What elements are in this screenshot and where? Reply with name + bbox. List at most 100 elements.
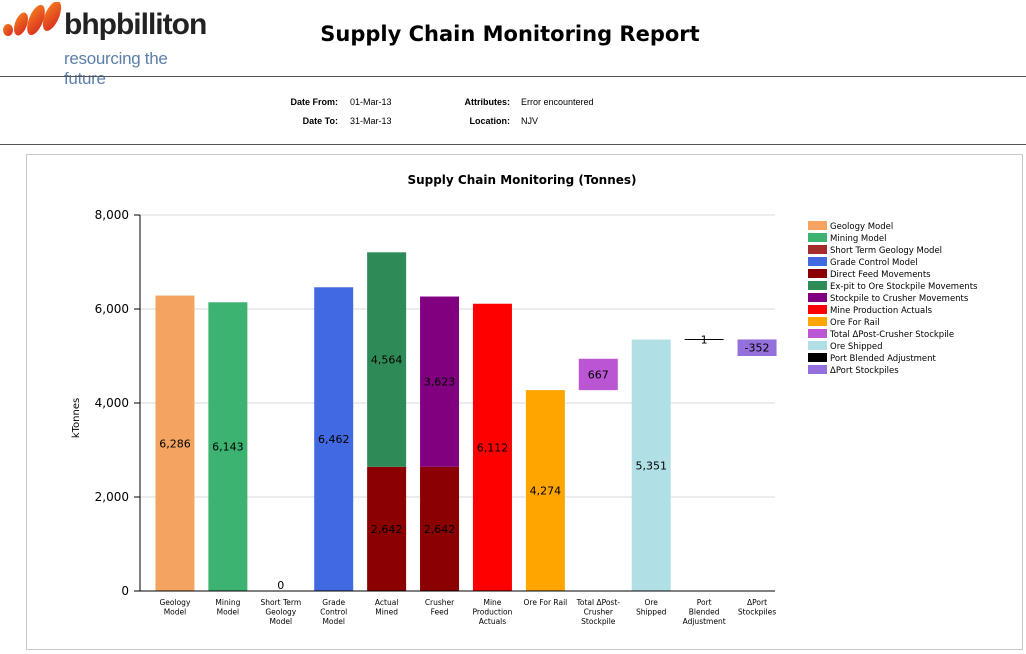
data-label: 3,623 <box>424 376 456 389</box>
x-tick-label: Crusher <box>425 598 455 607</box>
data-label: 2,642 <box>424 523 456 536</box>
legend-entry: Grade Control Model <box>830 258 918 268</box>
legend-entry: Mining Model <box>830 234 886 244</box>
bar-segment <box>208 302 248 591</box>
data-label: 6,462 <box>318 433 350 446</box>
x-tick-label: Short Term <box>260 598 301 607</box>
x-tick-label: Model <box>322 617 345 626</box>
y-tick-label: 6,000 <box>95 302 129 316</box>
legend-entry: Ore For Rail <box>830 318 880 328</box>
x-tick-label: Actuals <box>479 617 506 626</box>
legend-entry: Geology Model <box>830 222 893 232</box>
legend-entry: Ore Shipped <box>830 342 883 352</box>
x-tick-label: Shipped <box>636 608 667 617</box>
x-tick-label: Control <box>320 608 347 617</box>
x-tick-label: Geology <box>160 598 191 607</box>
bar-segment <box>578 358 618 391</box>
bar-segment <box>367 252 407 467</box>
legend-swatch <box>808 233 827 242</box>
legend: Geology Model Mining Model Short Term Geol… <box>808 221 978 376</box>
legend-entry: Stockpile to Crusher Movements <box>830 294 969 304</box>
x-tick-label: Mine <box>483 598 501 607</box>
x-tick-label: Production <box>473 608 513 617</box>
legend-swatch <box>808 365 827 374</box>
x-tick-label: Mined <box>375 608 398 617</box>
legend-swatch <box>808 317 827 326</box>
x-tick-label: Stockpiles <box>738 608 776 617</box>
legend-swatch <box>808 269 827 278</box>
x-tick-label: Grade <box>322 598 345 607</box>
parameters-divider <box>0 144 1026 145</box>
bar-segment <box>155 295 195 591</box>
legend-swatch <box>808 257 827 266</box>
company-logo: bhpbilliton resourcing the future <box>0 0 210 88</box>
bar-segment <box>737 339 777 356</box>
logo-mark-icon <box>3 2 62 36</box>
attributes-value: Error encountered <box>521 97 594 107</box>
data-label: 2,642 <box>371 523 403 536</box>
x-tick-label: Geology <box>265 608 296 617</box>
data-label: 1 <box>701 333 708 346</box>
report-title: Supply Chain Monitoring Report <box>320 22 700 46</box>
x-tick-label: Actual <box>375 598 399 607</box>
data-label: 4,564 <box>371 354 403 367</box>
data-label: 6,112 <box>477 441 509 454</box>
bar-segment <box>314 287 354 591</box>
x-tick-label: Total ΔPost- <box>576 598 621 607</box>
x-tick-label: Ore <box>644 598 658 607</box>
chart-title: Supply Chain Monitoring (Tonnes) <box>407 173 636 187</box>
bar-segment <box>420 296 460 467</box>
data-label: 0 <box>277 579 284 592</box>
bar-segment <box>631 339 671 591</box>
axes: 02,0004,0006,0008,000GeologyModelMiningM… <box>95 208 777 626</box>
legend-swatch <box>808 245 827 254</box>
data-label: -352 <box>745 342 770 355</box>
report-parameters: Date From: 01-Mar-13 Date To: 31-Mar-13 … <box>0 97 1026 137</box>
bar-segment <box>420 466 460 591</box>
date-to-label: Date To: <box>302 116 338 126</box>
x-tick-label: Crusher <box>584 608 614 617</box>
x-tick-label: Adjustment <box>683 617 726 626</box>
x-tick-label: Port <box>697 598 712 607</box>
x-tick-label: Stockpile <box>581 617 616 626</box>
data-label: 6,286 <box>159 437 191 450</box>
chart-frame <box>26 154 1023 650</box>
x-tick-label: Model <box>270 617 293 626</box>
legend-entry: Port Blended Adjustment <box>830 354 937 364</box>
legend-swatch <box>808 353 827 362</box>
legend-swatch <box>808 293 827 302</box>
data-label: 6,143 <box>212 441 244 454</box>
date-to-value: 31-Mar-13 <box>350 116 392 126</box>
logo-tagline: resourcing the future <box>64 49 168 88</box>
legend-swatch <box>808 305 827 314</box>
bars: 6,286 6,143 0 6,462 2,642 4,564 2,642 3,623 6,11… <box>155 252 777 592</box>
legend-entry: Short Term Geology Model <box>830 246 942 256</box>
legend-entry: ΔPort Stockpiles <box>830 366 899 376</box>
data-label: 4,274 <box>530 485 562 498</box>
y-tick-label: 2,000 <box>95 490 129 504</box>
legend-swatch <box>808 281 827 290</box>
x-tick-label: Feed <box>431 608 449 617</box>
x-tick-label: Blended <box>689 608 720 617</box>
bar-segment <box>472 303 512 591</box>
x-tick-label: Mining <box>215 598 240 607</box>
legend-entry: Direct Feed Movements <box>830 270 931 280</box>
legend-swatch <box>808 221 827 230</box>
y-axis-label: kTonnes <box>71 398 82 438</box>
legend-entry: Ex-pit to Ore Stockpile Movements <box>830 282 978 292</box>
bar-segment <box>367 466 407 591</box>
x-tick-label: ΔPort <box>747 598 767 607</box>
location-value: NJV <box>521 116 539 126</box>
header-divider <box>0 76 1026 77</box>
legend-entry: Total ΔPost-Crusher Stockpile <box>829 330 954 340</box>
x-tick-label: Model <box>164 608 187 617</box>
legend-entry: Mine Production Actuals <box>830 306 933 316</box>
y-tick-label: 0 <box>121 584 129 598</box>
location-label: Location: <box>469 116 511 126</box>
data-label: 667 <box>588 368 609 381</box>
date-from-value: 01-Mar-13 <box>350 97 392 107</box>
x-tick-label: Model <box>217 608 240 617</box>
data-label: 5,351 <box>635 459 667 472</box>
legend-swatch <box>808 329 827 338</box>
